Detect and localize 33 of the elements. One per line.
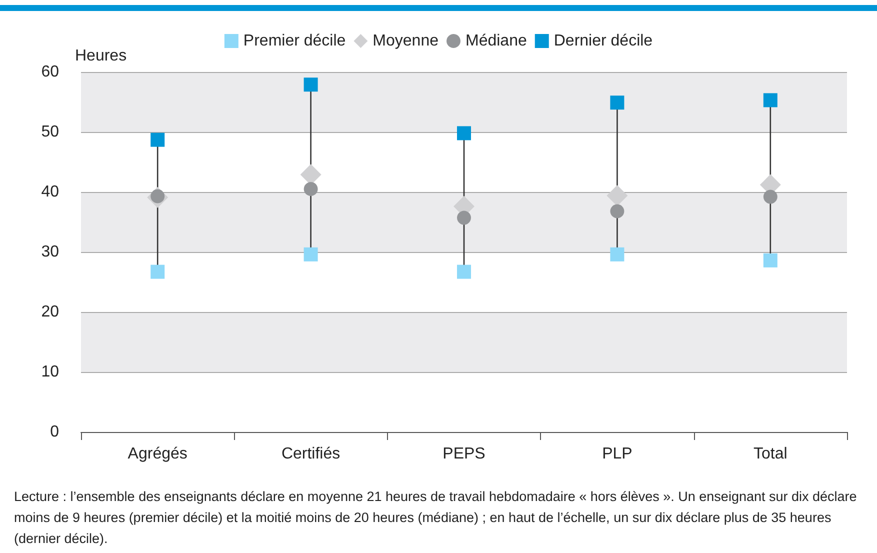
point <box>457 264 471 279</box>
point <box>304 78 318 92</box>
y-tick-label: 10 <box>41 364 60 380</box>
point <box>304 247 318 262</box>
y-tick-label: 30 <box>41 244 60 260</box>
x-tick-label: Total <box>754 446 788 462</box>
point <box>457 126 471 140</box>
y-tick-label: 50 <box>41 124 60 140</box>
y-tick-label: 0 <box>50 424 60 440</box>
point <box>610 247 624 262</box>
y-tick-label: 60 <box>41 64 60 80</box>
text: Lecture : l’ensemble des enseignants déclare en moyenne 21 heures de travail hebdomadaire « hors élèves ». Un enseignant sur dix déclare moins de 9 heures (premier décile) et la moitié moins de 20 heures (médiane) ; en haut de l’échelle, un sur dix déclare plus de 35 heures (dernier décile). <box>14 488 858 548</box>
x-tick-label: Agrégés <box>128 446 188 462</box>
x-tick-label: PEPS <box>442 446 486 462</box>
legend-label: Dernier décile <box>554 32 653 50</box>
y-tick-label: 20 <box>41 304 60 320</box>
legend-label: Premier décile <box>243 32 346 50</box>
legend-label: Moyenne <box>372 32 439 50</box>
point <box>150 132 165 147</box>
x-tick-label: Certifiés <box>281 446 340 462</box>
point <box>606 185 628 206</box>
legend-label: Médiane <box>465 32 527 50</box>
x-tick-label: PLP <box>602 446 632 462</box>
point <box>763 93 778 108</box>
y-tick-label: 40 <box>41 184 60 200</box>
point <box>610 204 624 218</box>
point <box>763 253 778 268</box>
point <box>763 190 778 204</box>
point <box>457 210 471 225</box>
point <box>150 264 165 279</box>
point <box>610 96 624 110</box>
y-axis-title: Heures <box>75 48 127 64</box>
point <box>304 182 318 196</box>
